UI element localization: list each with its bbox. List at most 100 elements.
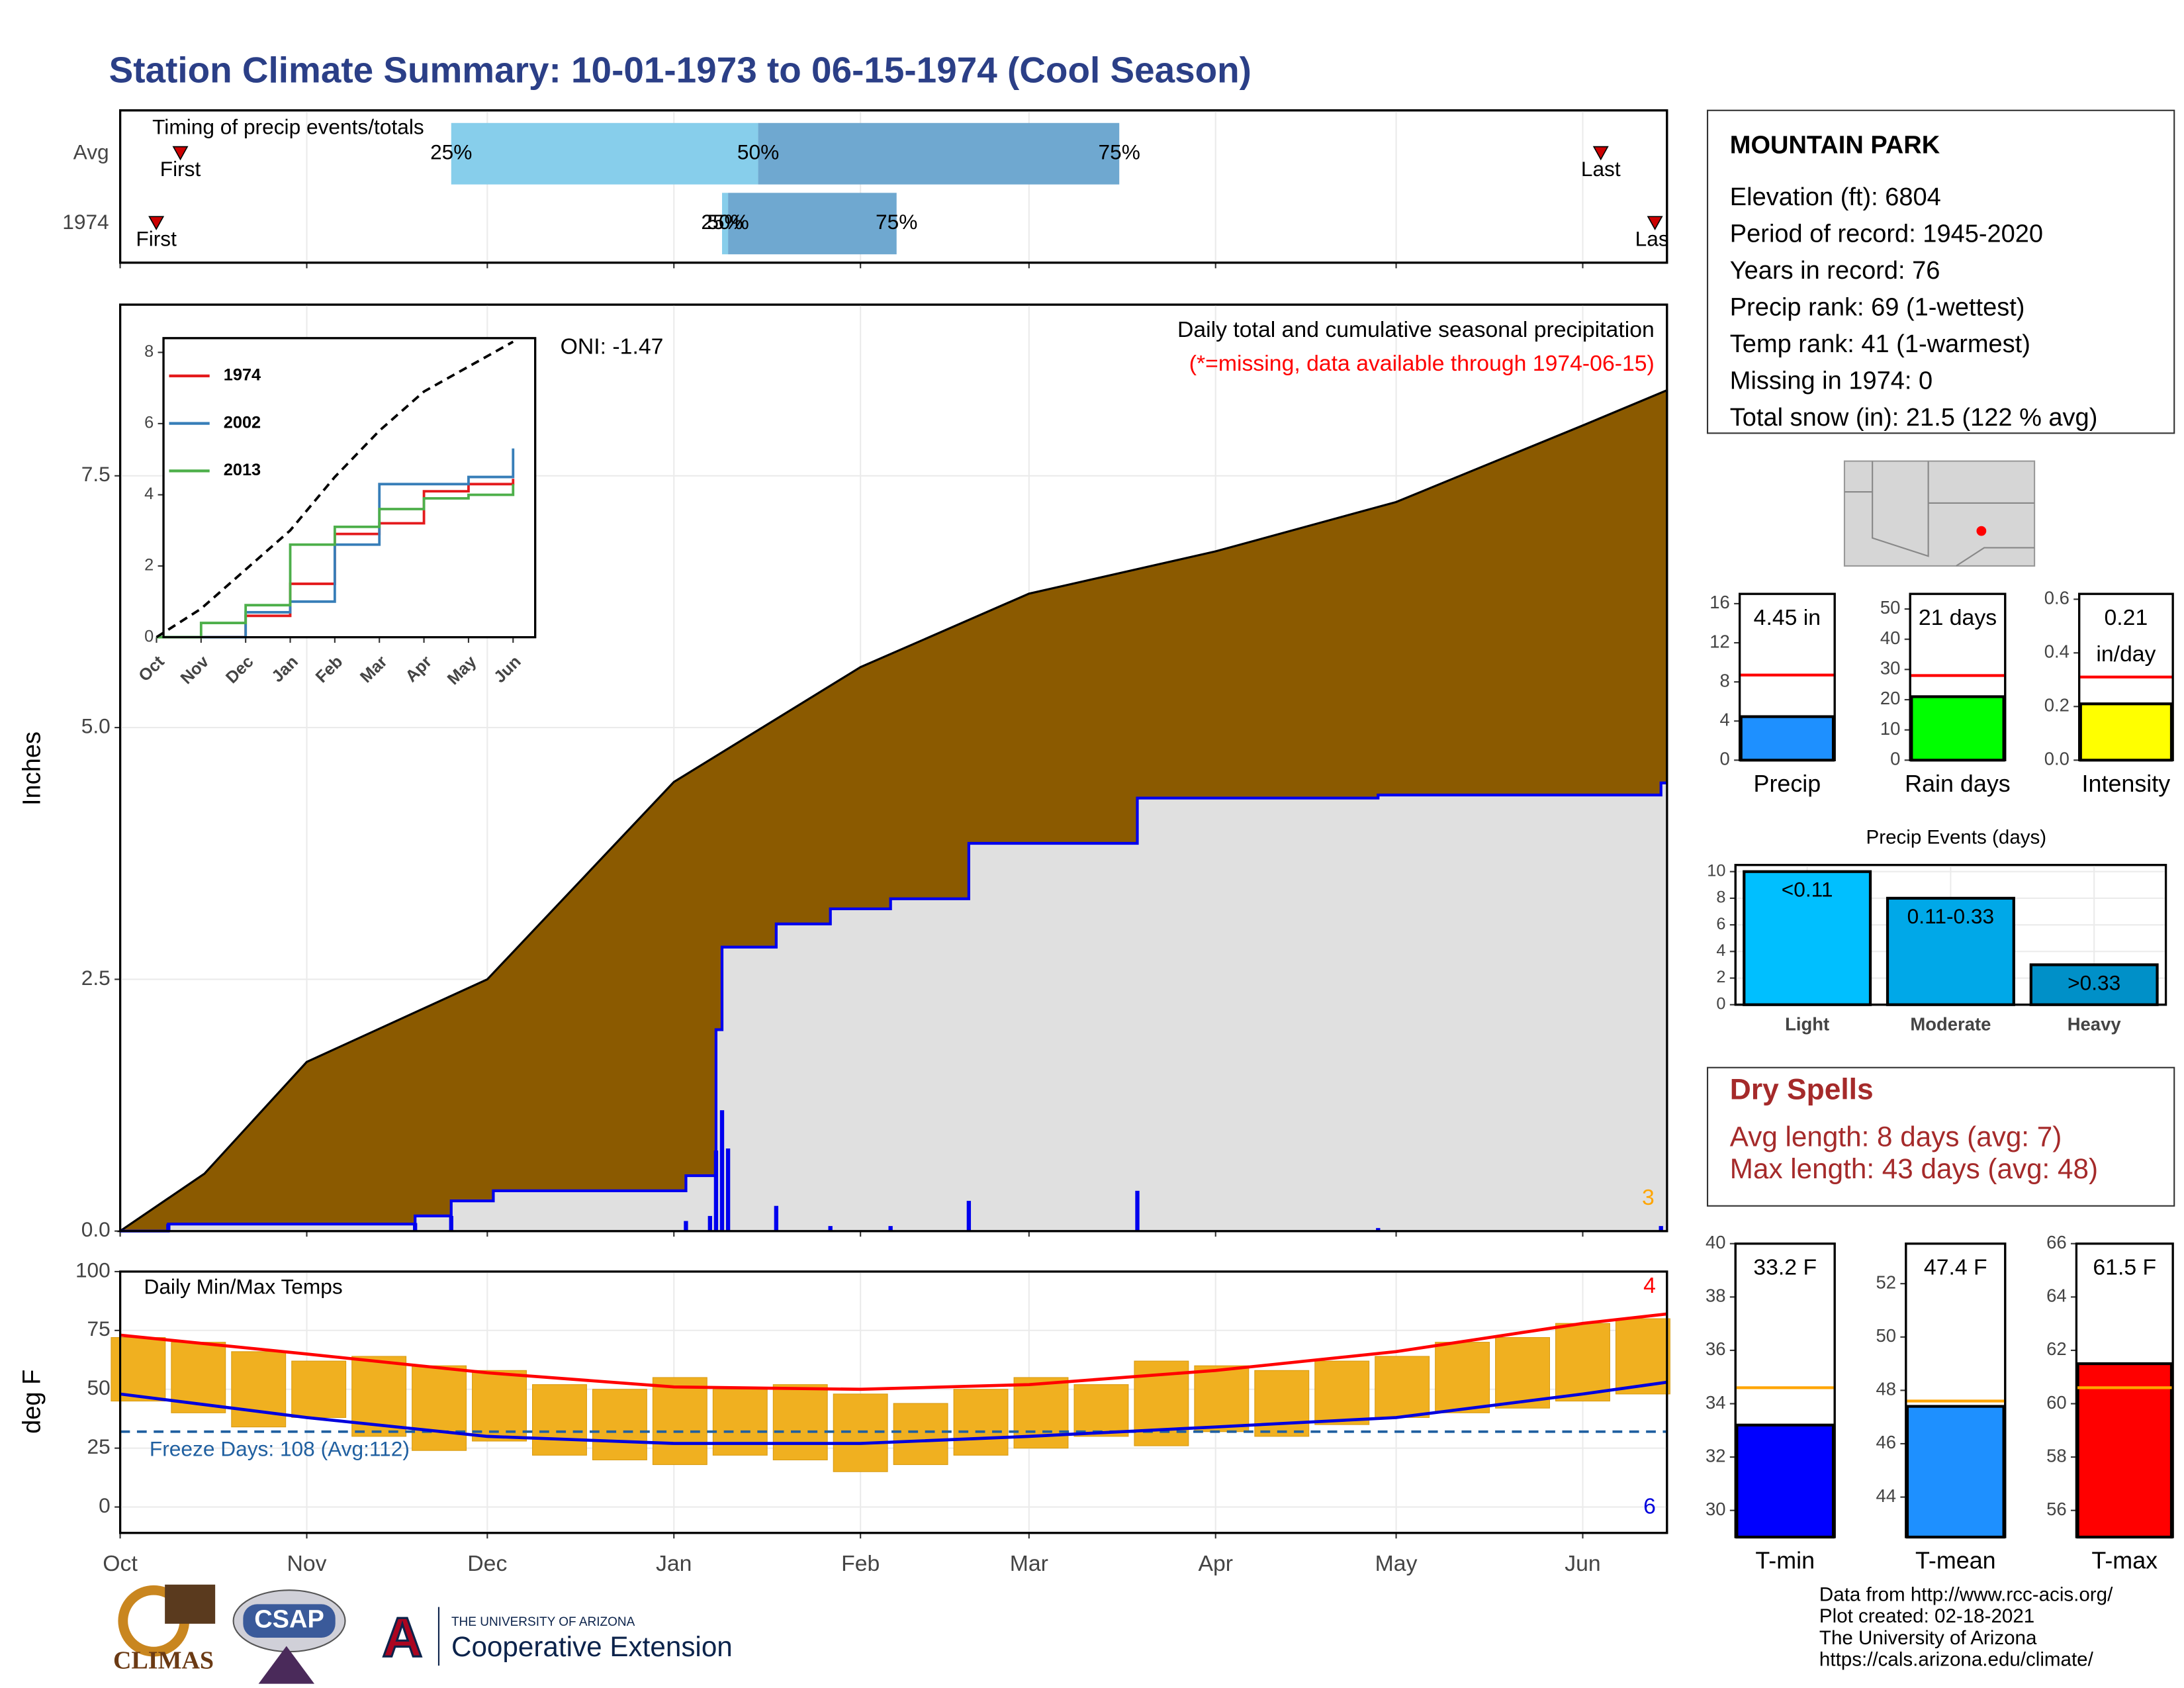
y-tick-label: 30 — [1706, 1499, 1726, 1519]
series-line — [156, 340, 514, 639]
value-label: 21 days — [1919, 605, 1997, 630]
summary-label: T-min — [1755, 1548, 1815, 1574]
footer-line: Data from http://www.rcc-acis.org/ — [1819, 1583, 2113, 1605]
value-label: 0.21 in/day — [2096, 605, 2156, 667]
summary-label: Intensity — [2082, 771, 2171, 797]
logos: CLIMAS CSAP A THE UNIVERSITY OF ARIZONA … — [113, 1584, 733, 1684]
y-tick-label: 10 — [1880, 718, 1901, 739]
y-tick-label: 6 — [144, 414, 154, 432]
x-tick-label: Jan — [656, 1551, 692, 1576]
temp-title: Daily Min/Max Temps — [144, 1275, 342, 1299]
summary-frame — [1739, 592, 1836, 761]
station-line: Missing in 1974: 0 — [1730, 367, 1933, 395]
temp-bar — [532, 1384, 587, 1456]
y-tick-label: 4 — [1720, 709, 1730, 729]
event-marker — [172, 146, 189, 161]
summary-label: Rain days — [1905, 771, 2011, 797]
temp-frame — [118, 1270, 1668, 1534]
inset-frame — [162, 337, 537, 639]
average-line — [120, 1312, 1668, 1391]
y-tick-label: 100 — [75, 1258, 111, 1282]
y-tick-label: 0 — [1890, 749, 1900, 769]
event-marker — [148, 216, 165, 230]
dry-spells-box — [1706, 1066, 2175, 1207]
temp-bar — [1615, 1318, 1670, 1395]
x-tick-label: Light — [1785, 1014, 1829, 1035]
season-area — [120, 782, 1667, 1231]
quartile-bar — [451, 122, 758, 185]
event-label: First — [160, 157, 201, 181]
csap-logo — [243, 1604, 336, 1638]
timing-subtitle: Timing of precip events/totals — [152, 115, 424, 139]
station-line: Years in record: 76 — [1730, 257, 1940, 285]
y-tick-label: 4 — [1716, 941, 1725, 960]
temp-bar — [1073, 1384, 1129, 1437]
y-tick-label: 0.2 — [2044, 695, 2070, 716]
summary-bar — [2079, 702, 2173, 762]
event-label: First — [136, 226, 177, 250]
x-tick-label: Apr — [1198, 1551, 1233, 1576]
value-label: 4.45 in — [1754, 605, 1821, 630]
daily-bar — [1376, 1228, 1381, 1231]
series-line — [156, 484, 515, 639]
quartile-label: 25% — [430, 140, 472, 164]
annotation: 4 — [1643, 1273, 1656, 1298]
y-tick-label: 30 — [1880, 658, 1901, 679]
event-marker — [1592, 146, 1609, 161]
daily-bar — [888, 1226, 893, 1231]
legend-label: 2013 — [224, 461, 261, 479]
events-title: Precip Events (days) — [1866, 826, 2047, 848]
row-label: Avg — [73, 140, 109, 164]
value-label: 61.5 F — [2093, 1255, 2156, 1280]
station-line: Total snow (in): 21.5 (122 % avg) — [1730, 404, 2098, 432]
station-dot — [1976, 526, 1987, 536]
y-tick-label: 16 — [1709, 592, 1730, 612]
map-border — [1872, 461, 1929, 557]
timing-frame — [118, 109, 1668, 264]
event-marker — [1647, 216, 1663, 230]
temp-bar — [592, 1389, 647, 1460]
daily-bar — [725, 1148, 731, 1231]
temp-bar — [412, 1365, 467, 1451]
dry-line: Max length: 43 days (avg: 48) — [1730, 1153, 2098, 1184]
summary-label: T-mean — [1915, 1548, 1996, 1574]
y-tick-label: 0.4 — [2044, 641, 2070, 662]
logo-text: CSAP — [254, 1606, 324, 1634]
station-box — [1706, 109, 2175, 434]
y-tick-label: 2 — [1716, 968, 1725, 986]
station-line: Temp rank: 41 (1-warmest) — [1730, 330, 2030, 358]
logo-text: Cooperative Extension — [451, 1631, 733, 1662]
quartile-label: 25% — [701, 210, 743, 234]
y-tick-label: 0 — [1720, 749, 1730, 769]
y-tick-label: 0.6 — [2044, 587, 2070, 608]
y-tick-label: 0.0 — [81, 1217, 111, 1241]
y-tick-label: 58 — [2046, 1445, 2067, 1466]
legend-label: 1974 — [224, 366, 261, 385]
quartile-label: 75% — [1099, 140, 1140, 164]
daily-bar — [966, 1201, 972, 1231]
y-tick-label: 40 — [1706, 1232, 1726, 1252]
daily-bar — [684, 1221, 688, 1231]
summary-frame — [1909, 592, 2007, 761]
y-tick-label: 50 — [1876, 1325, 1897, 1346]
summary-frame — [1905, 1243, 2007, 1538]
y-axis-label: deg F — [19, 1370, 46, 1434]
y-tick-label: 46 — [1876, 1432, 1897, 1452]
season-line — [120, 781, 1667, 1233]
y-tick-label: 0 — [1716, 994, 1725, 1013]
y-tick-label: 12 — [1709, 631, 1730, 651]
temp-bar — [472, 1370, 527, 1442]
summary-bar — [1905, 1405, 2005, 1539]
daily-bar — [707, 1215, 712, 1231]
annotation: Daily total and cumulative seasonal prec… — [1177, 317, 1655, 342]
temp-bar — [772, 1384, 828, 1460]
dry-line: Avg length: 8 days (avg: 7) — [1730, 1121, 2062, 1152]
y-tick-label: 8 — [1720, 670, 1730, 690]
climas-logo — [165, 1584, 216, 1624]
y-tick-label: 48 — [1876, 1379, 1897, 1399]
y-axis-label: Inches — [19, 731, 46, 806]
precip-frame — [118, 303, 1668, 1233]
quartile-label: 50% — [737, 140, 779, 164]
